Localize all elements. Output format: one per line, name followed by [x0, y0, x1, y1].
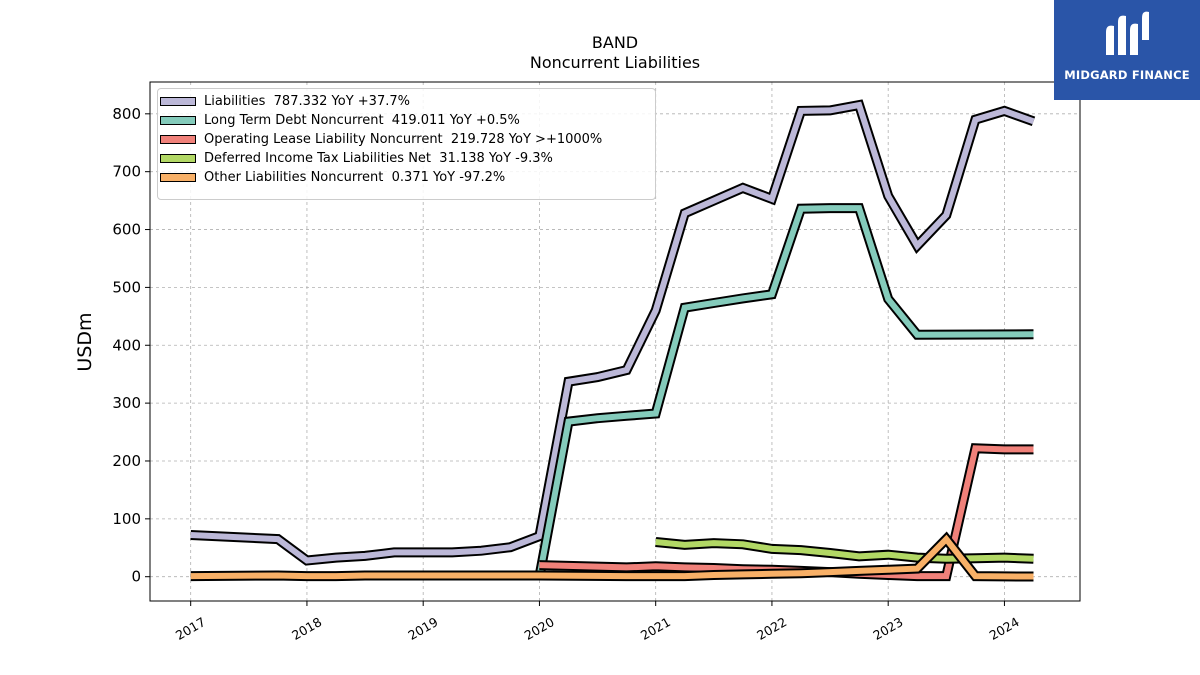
y-tick-label: 600	[112, 221, 141, 239]
chart-title: BAND	[591, 33, 639, 52]
y-tick-label: 300	[112, 394, 141, 412]
series-line-other-liabilities-noncurrent	[190, 534, 1034, 580]
midgard-logo-icon	[1106, 11, 1149, 56]
series-line-long-term-debt-noncurrent	[536, 205, 1034, 578]
legend-label: Liabilities 787.332 YoY +37.7%	[204, 93, 410, 109]
brand-name: MIDGARD FINANCE	[1064, 68, 1190, 82]
legend-item: Other Liabilities Noncurrent 0.371 YoY -…	[158, 168, 505, 186]
legend: Liabilities 787.332 YoY +37.7% Long Term …	[157, 88, 656, 200]
legend-swatch	[160, 134, 196, 144]
y-axis-label: USDm	[74, 312, 96, 371]
legend-label: Operating Lease Liability Noncurrent 219…	[204, 131, 603, 147]
legend-swatch	[160, 115, 196, 125]
y-tick-label: 400	[112, 336, 141, 354]
y-tick-label: 200	[112, 452, 141, 470]
x-tick-label: 2023	[870, 614, 905, 643]
y-tick-label: 800	[112, 105, 141, 123]
x-tick-label: 2022	[754, 614, 789, 643]
x-tick-label: 2021	[638, 614, 673, 643]
plot-frame	[149, 81, 1081, 602]
legend-item: Long Term Debt Noncurrent 419.011 YoY +0…	[158, 111, 520, 129]
legend-item: Operating Lease Liability Noncurrent 219…	[158, 130, 602, 148]
brand-logo: MIDGARD FINANCE	[1054, 0, 1200, 100]
series-line-liabilities	[190, 101, 1035, 564]
y-tick-label: 100	[112, 510, 141, 528]
legend-item: Deferred Income Tax Liabilities Net 31.1…	[158, 149, 553, 167]
x-tick-label: 2018	[289, 614, 324, 643]
y-axis-ticks: 0 100 200 300 400 500 600 700 800	[112, 105, 150, 586]
y-tick-label: 500	[112, 278, 141, 296]
x-tick-label: 2024	[987, 614, 1022, 643]
x-axis-ticks: 2017 2018 2019 2020 2021 2022 2023 2024	[173, 601, 1022, 643]
legend-swatch	[160, 153, 196, 163]
legend-label: Deferred Income Tax Liabilities Net 31.1…	[204, 150, 553, 166]
legend-label: Other Liabilities Noncurrent 0.371 YoY -…	[204, 169, 506, 185]
series-line-deferred-income-tax-liabilities-net	[655, 539, 1034, 562]
legend-label: Long Term Debt Noncurrent 419.011 YoY +0…	[204, 112, 520, 128]
chart-subtitle: Noncurrent Liabilities	[529, 53, 701, 72]
x-tick-label: 2017	[173, 614, 208, 643]
x-tick-label: 2019	[405, 614, 440, 643]
y-tick-label: 700	[112, 163, 141, 181]
legend-item: Liabilities 787.332 YoY +37.7%	[158, 92, 410, 110]
y-tick-label: 0	[131, 568, 141, 586]
legend-swatch	[160, 96, 196, 106]
x-tick-label: 2020	[522, 614, 557, 643]
series-lines	[190, 99, 1036, 582]
legend-swatch	[160, 172, 196, 182]
